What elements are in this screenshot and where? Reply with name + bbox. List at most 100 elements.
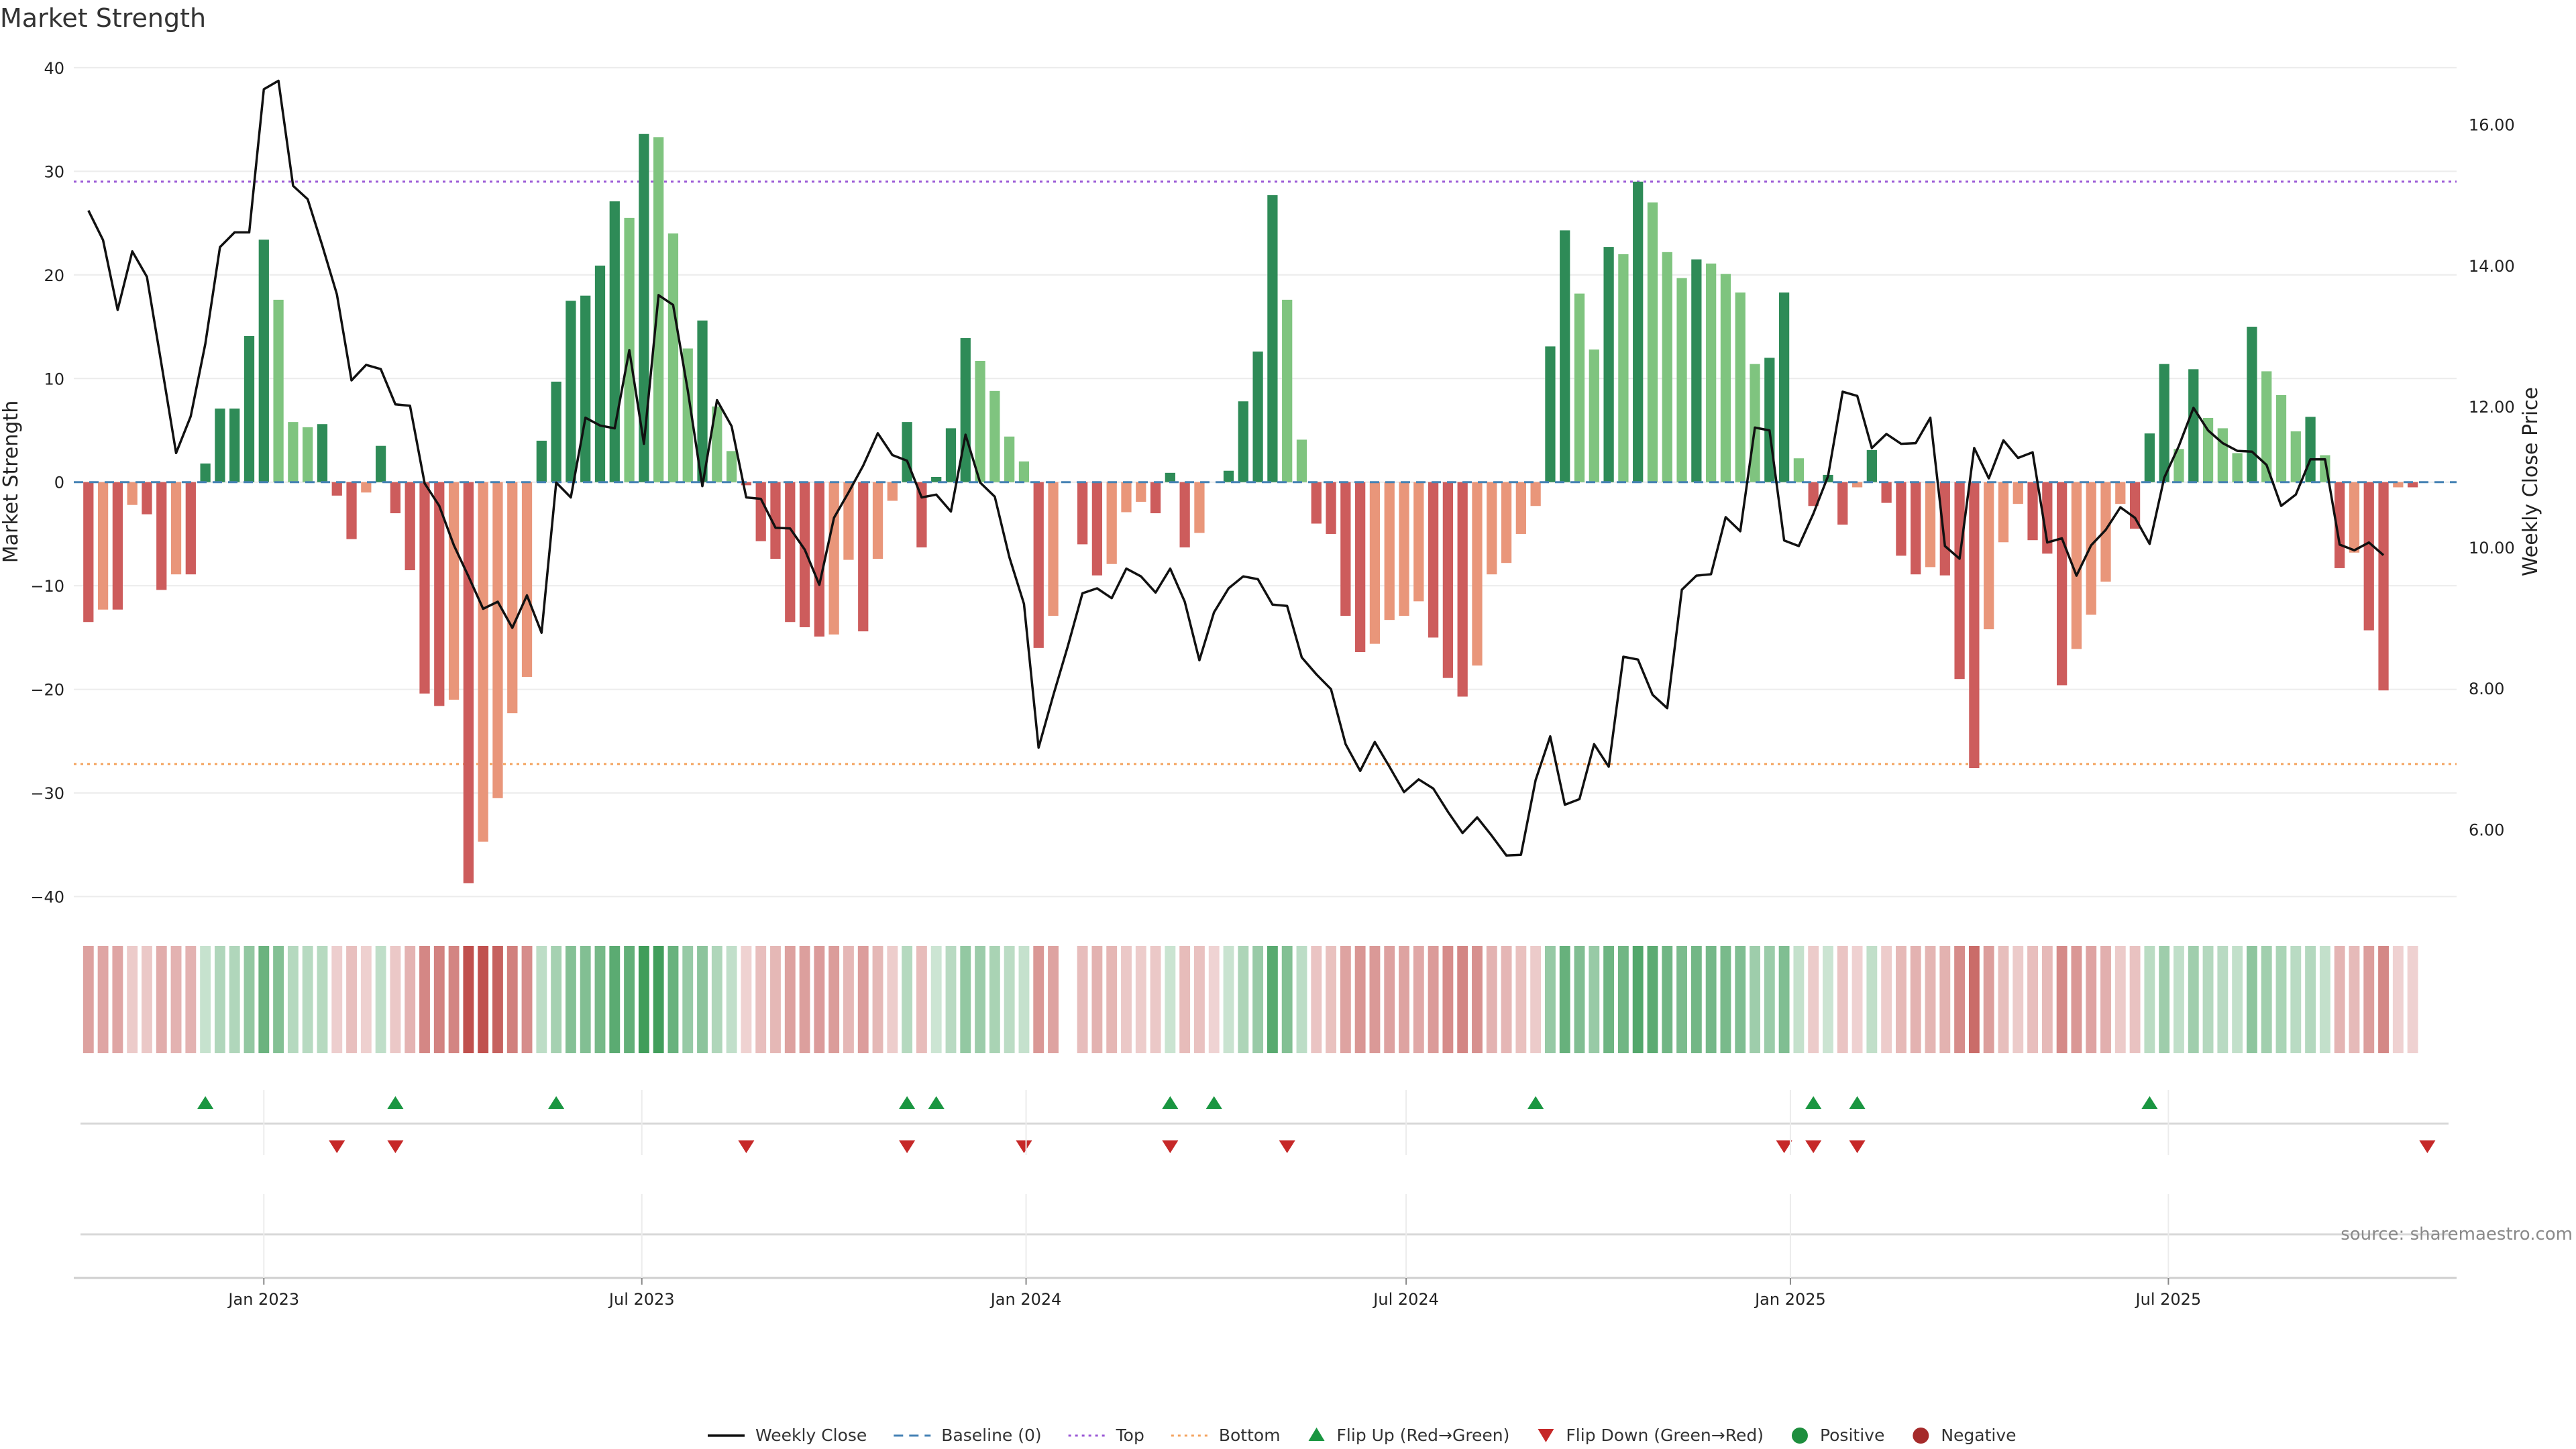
strength-bar [1282,299,1293,482]
x-tick-label: Jul 2025 [2135,1290,2202,1309]
strength-bar [1501,482,1512,564]
right-axis-label: Weekly Close Price [2519,387,2542,576]
heatmap-cell [1091,946,1103,1053]
strength-bar [2057,482,2068,686]
strength-bar [346,482,357,539]
flip-up-marker [899,1096,916,1109]
strength-bar [1750,364,1760,482]
heatmap-cell [1778,946,1790,1053]
legend-entry-label: Flip Up (Red→Green) [1337,1426,1510,1445]
strength-bar [521,482,533,678]
strength-bar [1252,352,1263,482]
heatmap-cell [97,946,109,1053]
flip-down-marker [899,1140,916,1153]
strength-bar [1033,482,1044,648]
strength-bar [1136,482,1146,502]
heatmap-cell [1369,946,1381,1053]
heatmap-cell [390,946,401,1053]
heatmap-cell [1267,946,1278,1053]
flip-down-marker [329,1140,345,1153]
legend-negative-swatch [1913,1428,1929,1444]
heatmap-cell [112,946,123,1053]
strength-bar [1428,482,1439,638]
strength-bar [1706,263,1717,482]
flip-up-marker [1805,1096,1822,1109]
strength-bar [989,390,1000,482]
left-tick-label: 40 [44,59,64,78]
heatmap-cell [536,946,547,1053]
heatmap-cell [2188,946,2199,1053]
strength-bar [1735,292,1746,482]
legend-flip-up-swatch [1308,1428,1325,1441]
strength-bar [858,482,869,632]
heatmap-cell [843,946,854,1053]
heatmap-cell [156,946,167,1053]
heatmap-cell [930,946,942,1053]
legend-positive-swatch [1791,1428,1808,1444]
strength-bar [156,482,167,590]
heatmap-cell [2319,946,2330,1053]
heatmap-cell [1457,946,1468,1053]
heatmap-cell [814,946,825,1053]
strength-bar [2290,431,2301,482]
strength-bar [1984,482,1994,630]
flip-up-marker [1527,1096,1544,1109]
left-tick-label: 20 [44,266,64,285]
strength-bar [258,239,269,482]
heatmap-cell [1837,946,1848,1053]
chart-title: Market Strength [0,3,206,33]
x-tick-label: Jan 2024 [989,1290,1062,1309]
strength-bar [1311,482,1322,524]
heatmap-cell [1296,946,1307,1053]
heatmap-cell [945,946,957,1053]
flip-up-marker [1205,1096,1222,1109]
heatmap-cell [2041,946,2053,1053]
legend-flip-down-swatch [1538,1429,1554,1442]
strength-bar [2305,417,2316,482]
strength-bar [1633,181,1644,482]
heatmap-cell [1501,946,1512,1053]
heatmap-cell [2392,946,2404,1053]
heatmap-cell [1223,946,1234,1053]
legend-entry-label: Baseline (0) [941,1426,1041,1445]
strength-bar [1881,482,1892,503]
strength-bar [2261,371,2272,482]
strength-bar [215,409,225,482]
strength-bar [667,233,679,482]
strength-bar [741,482,752,486]
heatmap-cell [741,946,752,1053]
strength-bar [229,409,240,482]
flip-up-marker [548,1096,565,1109]
strength-bar [2202,417,2214,482]
strength-bar [712,406,722,482]
heatmap-cell [302,946,313,1053]
strength-bar [1340,482,1351,616]
strength-bar [463,482,474,883]
heatmap-cell [872,946,883,1053]
strength-bar [1530,482,1541,506]
heatmap-cell [331,946,343,1053]
heatmap-cell [1442,946,1454,1053]
strength-bar [814,482,824,637]
strength-bar [580,295,591,482]
heatmap-cell [1428,946,1439,1053]
flip-up-marker [1849,1096,1866,1109]
strength-bar [828,482,839,635]
heatmap-cell [1998,946,2009,1053]
heatmap-cell [2246,946,2257,1053]
heatmap-cell [419,946,430,1053]
x-tick-label: Jul 2023 [608,1290,675,1309]
strength-bar [317,424,328,482]
strength-bar [361,482,372,493]
heatmap-cell [1676,946,1687,1053]
heatmap-cell [2275,946,2287,1053]
strength-bar [507,482,518,714]
strength-bar [2393,482,2404,488]
heatmap-cell [463,946,474,1053]
heatmap-cell [828,946,840,1053]
strength-bar [872,482,883,559]
strength-bar [419,482,430,694]
strength-bar [2407,482,2418,488]
heatmap-cell [506,946,518,1053]
right-tick-label: 8.00 [2469,680,2504,698]
